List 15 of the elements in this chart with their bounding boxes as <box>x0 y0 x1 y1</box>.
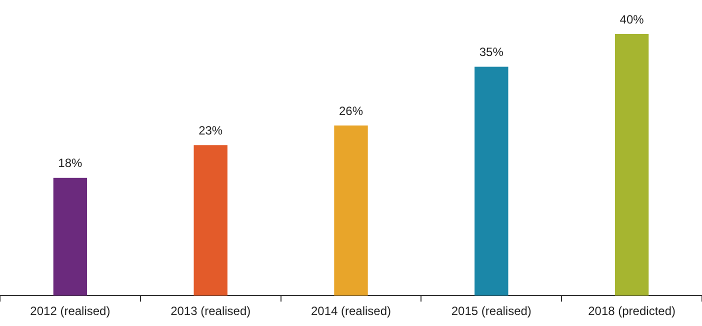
data-label: 40% <box>620 12 644 26</box>
x-tick-label: 2012 (realised) <box>30 304 110 318</box>
bar <box>334 126 368 296</box>
bar <box>53 178 88 296</box>
data-label: 35% <box>479 45 504 60</box>
data-label: 23% <box>198 123 223 138</box>
bar <box>614 34 649 296</box>
x-tick-label: 2018 (predicted) <box>588 304 676 318</box>
bar <box>194 145 228 296</box>
x-tick-label: 2015 (realised) <box>451 304 532 318</box>
bar <box>474 66 508 296</box>
data-label: 26% <box>338 104 364 118</box>
x-tick-label: 2014 (realised) <box>310 304 392 318</box>
data-label: 18% <box>58 156 83 170</box>
x-tick-label: 2013 (realised) <box>170 304 251 318</box>
